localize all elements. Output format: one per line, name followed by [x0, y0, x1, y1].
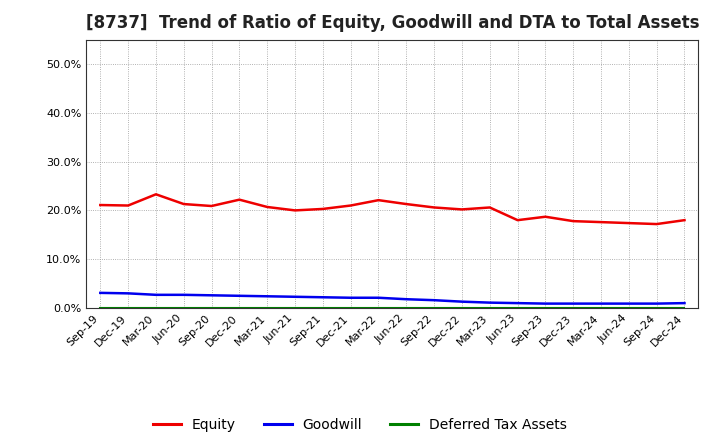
Legend: Equity, Goodwill, Deferred Tax Assets: Equity, Goodwill, Deferred Tax Assets	[148, 412, 572, 437]
Title: [8737]  Trend of Ratio of Equity, Goodwill and DTA to Total Assets: [8737] Trend of Ratio of Equity, Goodwil…	[86, 15, 699, 33]
